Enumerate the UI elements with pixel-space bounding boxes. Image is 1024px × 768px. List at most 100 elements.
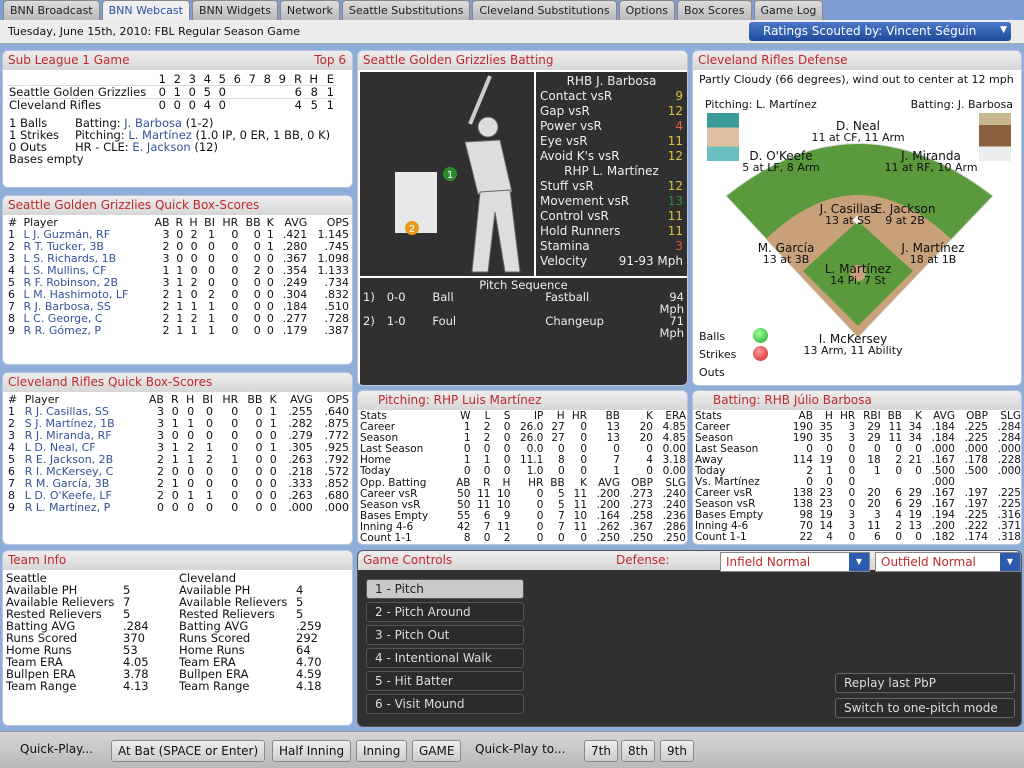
player-link[interactable]: R J. Barbosa, SS bbox=[23, 300, 111, 313]
tab-options[interactable]: Options bbox=[618, 0, 676, 21]
fielder-label[interactable]: E. Jackson 9 at 2B bbox=[875, 203, 936, 226]
replay-pbp-button[interactable]: Replay last PbP bbox=[835, 673, 1015, 693]
player-link[interactable]: R M. García, 3B bbox=[24, 477, 110, 490]
control-button-intentional-walk[interactable]: 4 - Intentional Walk bbox=[366, 648, 524, 668]
stat-cell: .250 bbox=[662, 532, 686, 544]
stat-cell: 0 bbox=[207, 240, 215, 253]
stat-cell: 8 bbox=[8, 312, 15, 325]
stat-cell: 0 bbox=[171, 465, 179, 478]
column-header: OPS bbox=[326, 393, 349, 406]
outfield-select[interactable]: Outfield Normal ▼ bbox=[875, 552, 1021, 572]
fielder-label[interactable]: I. McKersey 13 Arm, 11 Ability bbox=[803, 333, 902, 356]
tab-seattle-substitutions[interactable]: Seattle Substitutions bbox=[341, 0, 471, 21]
at-bat-button[interactable]: At Bat (SPACE or Enter) bbox=[111, 740, 266, 762]
player-link[interactable]: R I. McKersey, C bbox=[24, 465, 114, 478]
stat-cell: .182 bbox=[931, 531, 955, 543]
half-inning-button[interactable]: Half Inning bbox=[272, 740, 352, 762]
tab-network[interactable]: Network bbox=[279, 0, 340, 21]
player-link[interactable]: L S. Richards, 1B bbox=[23, 252, 117, 265]
player-link[interactable]: S J. Martínez, 1B bbox=[24, 417, 115, 430]
player-link[interactable]: L D. O'Keefe, LF bbox=[24, 489, 112, 502]
game-button[interactable]: GAME bbox=[412, 740, 462, 762]
hr-player-link[interactable]: E. Jackson bbox=[132, 140, 191, 154]
stat-cell: 0 bbox=[206, 405, 214, 418]
table-row: Inning 4-6 70 14 3 11 2 13 .200 .222 .371 bbox=[694, 520, 1021, 532]
stat-cell: 4.85 bbox=[662, 421, 686, 433]
tab-game-log[interactable]: Game Log bbox=[753, 0, 824, 21]
svg-text:1: 1 bbox=[447, 170, 453, 181]
stat-cell: Inning 4-6 bbox=[695, 520, 749, 532]
stat-cell: Career bbox=[360, 421, 396, 433]
inning-button[interactable]: Inning bbox=[356, 740, 408, 762]
play-to-7th-button[interactable]: 7th bbox=[584, 740, 618, 762]
stat-cell: .164 bbox=[596, 510, 620, 522]
infield-select[interactable]: Infield Normal ▼ bbox=[720, 552, 870, 572]
tab-cleveland-substitutions[interactable]: Cleveland Substitutions bbox=[472, 0, 617, 21]
control-button-pitch[interactable]: 1 - Pitch bbox=[366, 579, 524, 599]
fielder-label[interactable]: J. Martínez 18 at 1B bbox=[901, 242, 964, 265]
stat-cell: 0 bbox=[266, 288, 274, 301]
batter-link[interactable]: J. Barbosa bbox=[124, 116, 183, 130]
player-link[interactable]: L M. Hashimoto, LF bbox=[23, 288, 129, 301]
player-link[interactable]: R R. Gómez, P bbox=[23, 324, 102, 337]
inning-indicator: Top 6 bbox=[314, 53, 346, 67]
stat-cell: 0 bbox=[171, 429, 179, 442]
stat-cell: 4 bbox=[826, 531, 833, 543]
tab-bnn-broadcast[interactable]: BNN Broadcast bbox=[3, 0, 100, 21]
pitch-location-marker: 1 bbox=[443, 167, 457, 181]
pitcher-link[interactable]: L. Martínez bbox=[128, 128, 192, 142]
player-link[interactable]: R J. Casillas, SS bbox=[24, 405, 109, 418]
stat-cell: Career vsR bbox=[695, 487, 753, 499]
one-pitch-mode-button[interactable]: Switch to one-pitch mode bbox=[835, 698, 1015, 718]
stat-cell: 20 bbox=[639, 432, 653, 444]
player-link[interactable]: R F. Robinson, 2B bbox=[23, 276, 119, 289]
stat-cell: 9 bbox=[503, 510, 511, 522]
stat-cell: .218 bbox=[288, 465, 313, 478]
fielder-label[interactable]: D. O'Keefe 5 at LF, 8 Arm bbox=[742, 150, 820, 173]
player-link[interactable]: R J. Miranda, RF bbox=[24, 429, 112, 442]
stat-cell: .240 bbox=[662, 488, 686, 500]
player-link[interactable]: L C. George, C bbox=[23, 312, 103, 325]
player-link[interactable]: R E. Jackson, 2B bbox=[24, 453, 114, 466]
tab-box-scores[interactable]: Box Scores bbox=[677, 0, 752, 21]
team-info-label: Team Range bbox=[6, 679, 77, 693]
control-button-pitch-out[interactable]: 3 - Pitch Out bbox=[366, 625, 524, 645]
team-info-label: Runs Scored bbox=[6, 631, 78, 645]
control-button-hit-batter[interactable]: 5 - Hit Batter bbox=[366, 671, 524, 691]
tab-bnn-widgets[interactable]: BNN Widgets bbox=[191, 0, 278, 21]
pitcher-portrait bbox=[707, 113, 739, 161]
rating-row: Gap vsR 12 bbox=[540, 104, 683, 119]
pitcher-stats-table: Stats W L S IP H HR BB K ERA Career 1 2 0 26.0 27 0 13 20 4… bbox=[359, 410, 687, 544]
player-link[interactable]: L D. Neal, CF bbox=[24, 441, 96, 454]
play-to-9th-button[interactable]: 9th bbox=[660, 740, 694, 762]
rating-label: Velocity bbox=[540, 254, 588, 268]
fielder-label[interactable]: J. Miranda 11 at RF, 10 Arm bbox=[884, 150, 977, 173]
stat-cell: 0 bbox=[558, 532, 565, 544]
inning-score bbox=[273, 99, 288, 112]
stat-cell: .792 bbox=[324, 453, 350, 466]
player-link[interactable]: R L. Martínez, P bbox=[24, 501, 111, 514]
rating-row: Avoid K's vsR 12 bbox=[540, 149, 683, 164]
stat-cell: 7 bbox=[613, 454, 620, 466]
fielder-label[interactable]: M. García 13 at 3B bbox=[758, 242, 815, 265]
player-link[interactable]: R T. Tucker, 3B bbox=[23, 240, 104, 253]
fielder-label[interactable]: L. Martínez 14 Pi, 7 St bbox=[825, 263, 891, 286]
stat-cell: 6 bbox=[8, 288, 15, 301]
player-link[interactable]: L S. Mullins, CF bbox=[23, 264, 107, 277]
pitch-row: 1) 0-0 Ball Fastball 94 Mph bbox=[363, 291, 684, 315]
stat-cell: 34 bbox=[908, 432, 922, 444]
play-to-8th-button[interactable]: 8th bbox=[621, 740, 655, 762]
tab-bnn-webcast[interactable]: BNN Webcast bbox=[101, 0, 190, 21]
scout-dropdown[interactable]: Ratings Scouted by: Vincent Séguin ▼ bbox=[749, 22, 1011, 41]
control-button-visit-mound[interactable]: 6 - Visit Mound bbox=[366, 694, 524, 714]
defense-panel: Cleveland Rifles Defense Partly Cloudy (… bbox=[692, 50, 1022, 386]
stat-cell: 0 bbox=[806, 476, 813, 488]
fielder-label[interactable]: D. Neal 11 at CF, 11 Arm bbox=[811, 120, 904, 143]
inning-score: 1 bbox=[326, 98, 334, 112]
stat-cell: 5 bbox=[8, 276, 15, 289]
rating-row: Hold Runners 11 bbox=[540, 224, 683, 239]
fielder-label[interactable]: J. Casillas 13 at SS bbox=[820, 203, 877, 226]
control-button-pitch-around[interactable]: 2 - Pitch Around bbox=[366, 602, 524, 622]
team-info-column: Seattle Available PH 5 Available Relievers 7… bbox=[6, 572, 179, 692]
player-link[interactable]: L J. Guzmán, RF bbox=[23, 228, 111, 241]
